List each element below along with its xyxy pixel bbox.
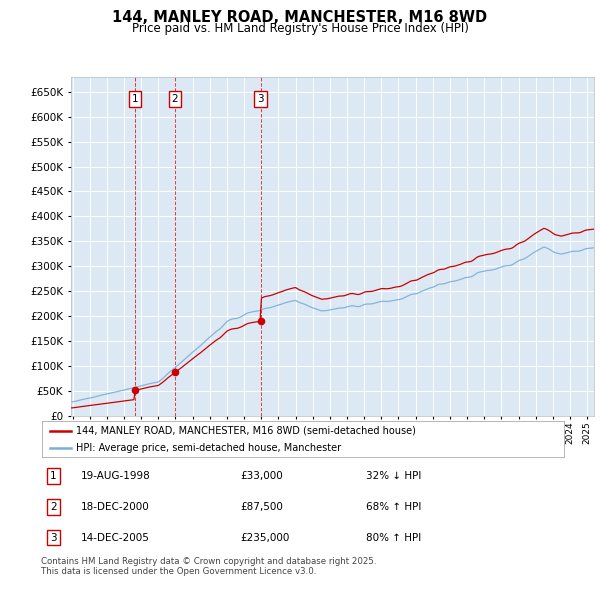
Text: £87,500: £87,500: [241, 502, 283, 512]
Text: Contains HM Land Registry data © Crown copyright and database right 2025.
This d: Contains HM Land Registry data © Crown c…: [41, 557, 376, 576]
Text: 68% ↑ HPI: 68% ↑ HPI: [365, 502, 421, 512]
Text: £33,000: £33,000: [241, 471, 283, 481]
Text: 3: 3: [257, 94, 264, 104]
Text: 18-DEC-2000: 18-DEC-2000: [81, 502, 150, 512]
Text: 144, MANLEY ROAD, MANCHESTER, M16 8WD: 144, MANLEY ROAD, MANCHESTER, M16 8WD: [112, 10, 488, 25]
Text: HPI: Average price, semi-detached house, Manchester: HPI: Average price, semi-detached house,…: [76, 443, 341, 453]
Text: £235,000: £235,000: [241, 533, 290, 543]
Text: 2: 2: [172, 94, 178, 104]
Text: 80% ↑ HPI: 80% ↑ HPI: [365, 533, 421, 543]
Text: Price paid vs. HM Land Registry's House Price Index (HPI): Price paid vs. HM Land Registry's House …: [131, 22, 469, 35]
Text: 1: 1: [131, 94, 138, 104]
Text: 14-DEC-2005: 14-DEC-2005: [81, 533, 150, 543]
Text: 19-AUG-1998: 19-AUG-1998: [81, 471, 151, 481]
Text: 2: 2: [50, 502, 57, 512]
Text: 3: 3: [50, 533, 57, 543]
Text: 1: 1: [50, 471, 57, 481]
Text: 32% ↓ HPI: 32% ↓ HPI: [365, 471, 421, 481]
Text: 144, MANLEY ROAD, MANCHESTER, M16 8WD (semi-detached house): 144, MANLEY ROAD, MANCHESTER, M16 8WD (s…: [76, 426, 416, 436]
